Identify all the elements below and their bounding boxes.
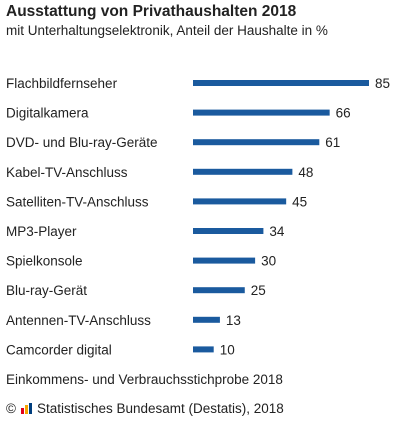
category-label: Digitalkamera: [6, 106, 89, 121]
destatis-logo-icon: [20, 403, 32, 414]
bar: [193, 109, 330, 116]
bar-chart: Flachbildfernseher 85 Digitalkamera 66 DVD- …: [6, 76, 390, 357]
value-label: 25: [251, 283, 266, 298]
value-label: 10: [220, 342, 235, 357]
footer: © Statistisches Bundesamt (Destatis), 20…: [6, 401, 284, 416]
chart-subtitle: mit Unterhaltungselektronik, Anteil der …: [6, 23, 328, 38]
category-label: DVD- und Blu-ray-Geräte: [6, 135, 158, 150]
value-label: 61: [325, 135, 340, 150]
value-label: 30: [261, 254, 276, 269]
bar: [193, 287, 245, 294]
category-label: Antennen-TV-Anschluss: [6, 313, 151, 328]
category-label: Blu-ray-Gerät: [6, 283, 87, 298]
copyright-symbol: ©: [6, 401, 16, 416]
value-label: 34: [269, 224, 285, 239]
category-label: Flachbildfernseher: [6, 76, 118, 91]
category-label: Satelliten-TV-Anschluss: [6, 194, 149, 209]
logo-bar-blue: [28, 403, 32, 414]
bar: [193, 228, 264, 234]
bar: [193, 257, 256, 264]
category-label: MP3-Player: [6, 224, 77, 239]
logo-bar-red: [20, 408, 24, 414]
footer-publisher: Statistisches Bundesamt (Destatis), 2018: [36, 401, 284, 416]
value-label: 66: [336, 106, 351, 121]
category-label: Spielkonsole: [6, 254, 83, 269]
source-note: Einkommens- und Verbrauchsstichprobe 201…: [6, 372, 283, 387]
bar: [193, 168, 293, 175]
bar: [193, 139, 320, 146]
bar: [193, 316, 220, 323]
category-label: Camcorder digital: [6, 342, 112, 357]
bar: [193, 80, 369, 86]
logo-bar-yellow: [24, 405, 28, 414]
value-label: 85: [375, 76, 390, 91]
value-label: 13: [226, 313, 241, 328]
bar: [193, 346, 214, 353]
value-label: 45: [292, 194, 307, 209]
chart-title: Ausstattung von Privathaushalten 2018: [6, 3, 297, 20]
category-label: Kabel-TV-Anschluss: [6, 165, 128, 180]
bar: [193, 198, 287, 205]
value-label: 48: [298, 165, 313, 180]
